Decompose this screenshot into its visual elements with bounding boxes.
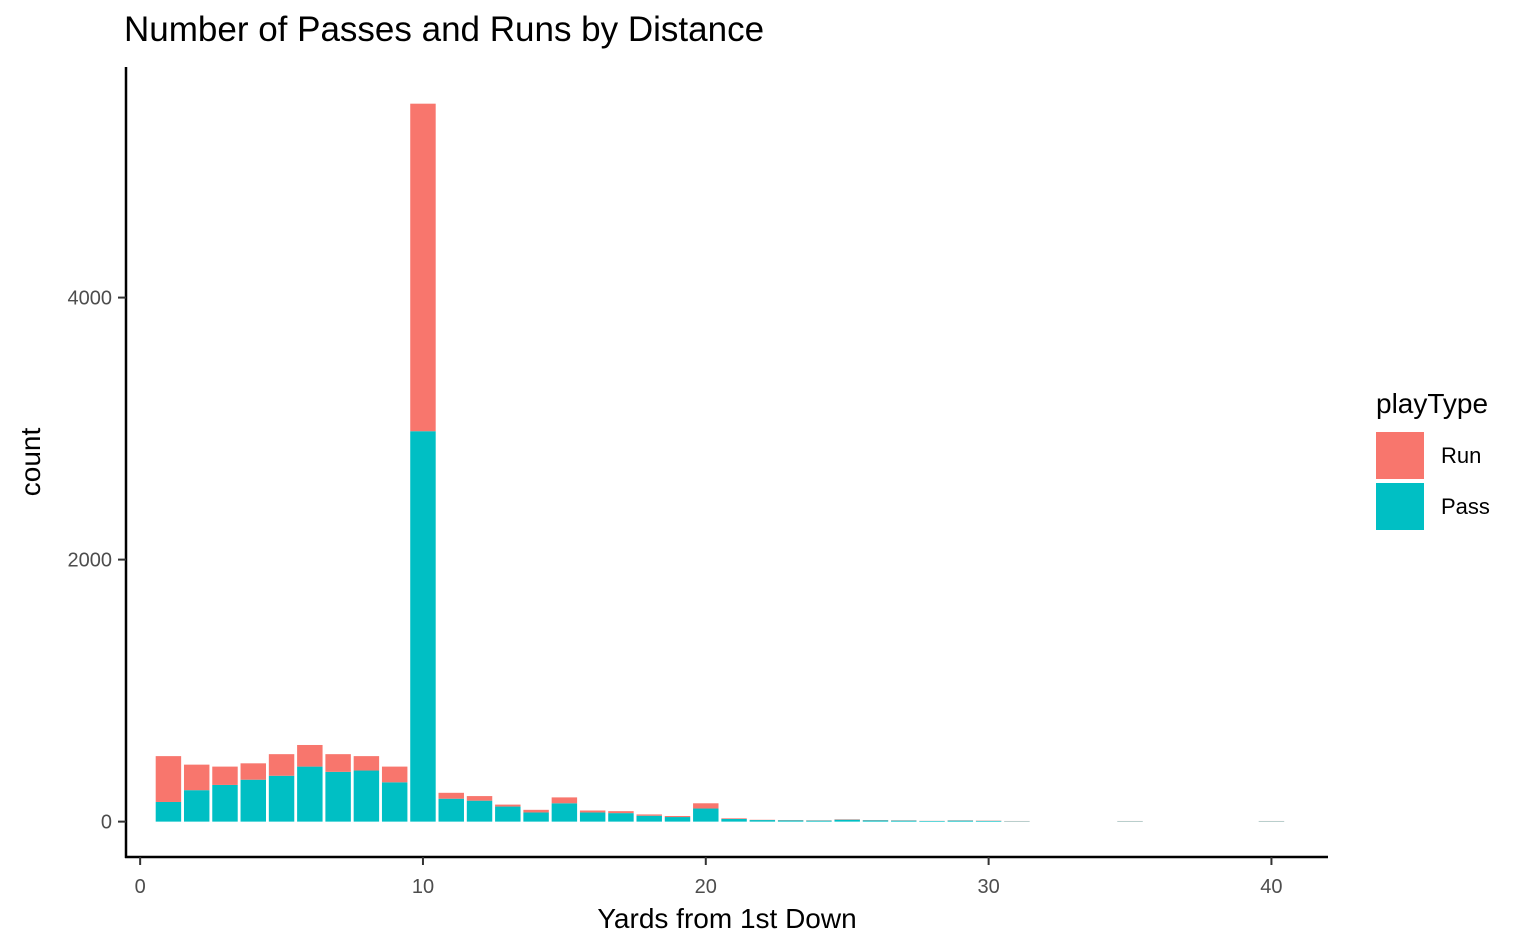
bar-run-13 <box>495 804 521 807</box>
x-axis-title: Yards from 1st Down <box>597 903 856 934</box>
bar-pass-23 <box>777 820 804 822</box>
bar-run-8 <box>353 756 380 771</box>
bar-pass-26 <box>862 820 889 822</box>
bar-run-14 <box>523 809 549 813</box>
bar-run-16 <box>579 810 606 813</box>
bar-run-7 <box>325 754 351 772</box>
bar-pass-29 <box>947 820 974 822</box>
bar-pass-19 <box>664 817 691 822</box>
bar-pass-1 <box>155 801 182 822</box>
legend-label-pass: Pass <box>1441 493 1490 519</box>
bar-run-1 <box>155 756 182 802</box>
legend: playType Run Pass <box>1376 388 1490 532</box>
bar-run-20 <box>693 803 719 809</box>
x-ticks: 0 10 20 30 40 <box>135 857 1283 898</box>
bar-run-9 <box>381 766 408 783</box>
x-tick-label: 40 <box>1260 876 1282 898</box>
bar-pass-3 <box>212 784 238 822</box>
x-tick-label: 10 <box>412 876 434 898</box>
bar-pass-30 <box>975 820 1002 822</box>
bar-pass-5 <box>268 775 295 822</box>
legend-title: playType <box>1376 388 1489 419</box>
x-tick-label: 0 <box>135 876 146 898</box>
bars-layer <box>155 103 1285 822</box>
chart-title: Number of Passes and Runs by Distance <box>124 10 765 49</box>
bar-pass-16 <box>579 812 606 822</box>
bar-pass-6 <box>297 766 323 822</box>
bar-pass-8 <box>353 770 380 822</box>
legend-item-run: Run <box>1376 430 1490 481</box>
bar-run-3 <box>212 766 238 785</box>
y-tick-label: 4000 <box>68 288 113 310</box>
bar-pass-9 <box>381 782 408 822</box>
y-axis-title: count <box>15 428 46 497</box>
legend-label-run: Run <box>1441 442 1482 468</box>
bar-pass-11 <box>438 798 464 822</box>
bar-run-15 <box>551 797 578 804</box>
bar-pass-27 <box>891 820 917 822</box>
bar-pass-12 <box>466 800 493 822</box>
bar-run-10 <box>410 103 436 432</box>
bar-pass-15 <box>551 803 578 822</box>
bar-pass-17 <box>608 813 634 822</box>
bar-run-2 <box>183 764 210 791</box>
bar-run-12 <box>466 796 493 801</box>
legend-item-pass: Pass <box>1376 481 1490 532</box>
legend-key-run <box>1376 432 1424 479</box>
bar-run-17 <box>608 811 634 814</box>
bar-pass-10 <box>410 431 436 822</box>
bar-pass-14 <box>523 812 549 822</box>
bar-pass-24 <box>806 820 832 822</box>
bar-pass-20 <box>693 808 719 822</box>
bar-pass-28 <box>919 820 945 822</box>
y-tick-label: 0 <box>101 812 112 834</box>
bar-pass-4 <box>240 779 266 822</box>
y-ticks: 0 2000 4000 <box>68 288 126 834</box>
bar-pass-25 <box>834 819 860 822</box>
bar-run-4 <box>240 763 266 780</box>
bar-pass-13 <box>495 806 521 822</box>
bar-pass-2 <box>183 790 210 822</box>
legend-key-pass <box>1376 483 1424 530</box>
bar-run-18 <box>636 814 662 816</box>
x-tick-label: 30 <box>977 876 999 898</box>
bar-run-21 <box>721 818 747 820</box>
bar-run-5 <box>268 754 295 776</box>
x-tick-label: 20 <box>695 876 717 898</box>
bar-pass-21 <box>721 819 747 822</box>
bar-pass-18 <box>636 815 662 822</box>
bar-run-11 <box>438 792 464 799</box>
y-tick-label: 2000 <box>68 550 113 572</box>
bar-run-19 <box>664 815 691 818</box>
bar-pass-7 <box>325 771 351 822</box>
bar-run-6 <box>297 744 323 767</box>
bar-pass-22 <box>749 820 776 822</box>
